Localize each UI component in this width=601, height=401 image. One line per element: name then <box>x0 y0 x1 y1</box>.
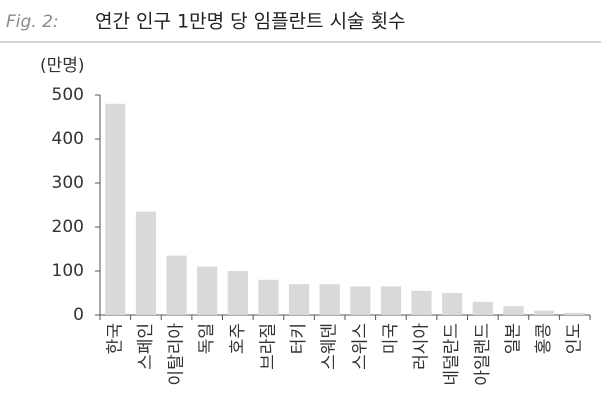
bar <box>411 290 432 315</box>
y-tick-label: 100 <box>52 261 84 281</box>
bar <box>380 286 402 315</box>
chart-title: 연간 인구 1만명 당 임플란트 시술 횟수 <box>95 11 406 33</box>
bar <box>288 284 310 315</box>
y-tick-label: 200 <box>52 217 84 237</box>
x-tick-label: 스위스 <box>350 323 370 370</box>
bar <box>472 301 493 315</box>
x-tick-label: 스페인 <box>136 323 156 370</box>
bar <box>258 279 279 315</box>
x-tick-label: 홍콩 <box>534 323 554 354</box>
bar <box>135 211 157 315</box>
bar <box>227 271 248 315</box>
figure-label: Fig. 2: <box>6 12 59 32</box>
x-tick-label: 인도 <box>565 323 585 354</box>
x-tick-label: 독일 <box>197 323 217 354</box>
y-tick-label: 400 <box>52 129 84 149</box>
x-tick-label: 한국 <box>105 323 125 354</box>
bar <box>442 293 463 315</box>
y-tick-label: 500 <box>52 85 84 105</box>
bar <box>503 306 524 315</box>
bar <box>166 255 187 315</box>
bar <box>564 312 585 315</box>
bar <box>533 310 555 315</box>
x-tick-label: 호주 <box>228 323 248 354</box>
bar <box>350 286 371 315</box>
y-tick-label: 300 <box>52 173 84 193</box>
x-tick-label: 이탈리아 <box>167 323 187 386</box>
bar <box>319 284 340 315</box>
x-tick-label: 브라질 <box>258 323 278 370</box>
y-axis-label: (만명) <box>40 56 85 76</box>
x-tick-label: 러시아 <box>412 323 432 370</box>
bar <box>197 266 218 315</box>
bar <box>105 103 126 315</box>
x-tick-label: 터키 <box>289 323 309 354</box>
x-tick-label: 아일랜드 <box>473 323 493 386</box>
x-tick-label: 일본 <box>503 323 523 354</box>
x-tick-label: 스웨덴 <box>320 323 340 370</box>
y-tick-label: 0 <box>73 305 84 325</box>
x-tick-label: 네덜란드 <box>442 323 462 386</box>
x-tick-label: 미국 <box>381 323 401 354</box>
